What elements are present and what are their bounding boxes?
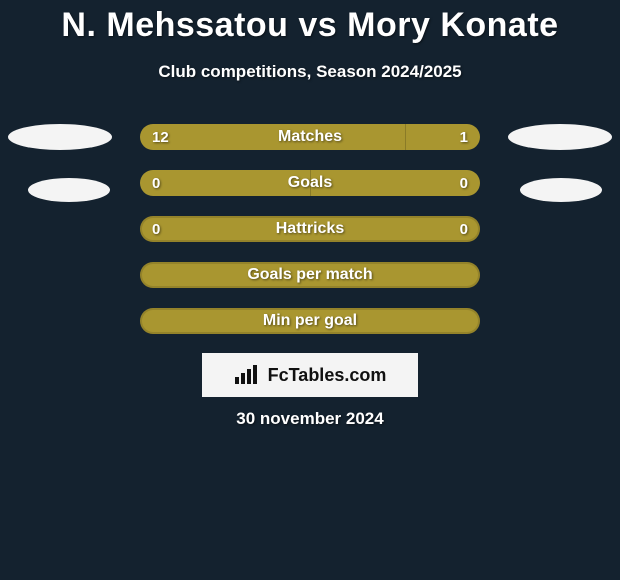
stat-bar-player2 [405, 124, 480, 150]
source-logo: FcTables.com [202, 353, 418, 397]
stat-bar-player1 [140, 170, 310, 196]
stat-label: Min per goal [140, 308, 480, 334]
player1-avatar-ellipse-top [8, 124, 112, 150]
stat-value-player2: 0 [460, 216, 468, 242]
bars-chart-icon [234, 365, 260, 385]
stat-value-player1: 0 [152, 216, 160, 242]
stat-row: Matches121 [140, 124, 480, 150]
stat-label: Hattricks [140, 216, 480, 242]
infographic-date: 30 november 2024 [0, 409, 620, 429]
source-logo-text: FcTables.com [268, 365, 387, 386]
comparison-bars: Matches121 Goals00 Hattricks0 0 Goals per ma… [140, 124, 480, 354]
stat-bar-player1 [140, 124, 405, 150]
player2-avatar-ellipse-bottom [520, 178, 602, 202]
page-subtitle: Club competitions, Season 2024/2025 [0, 62, 620, 82]
stat-row: Hattricks0 0 [140, 216, 480, 242]
stat-label: Goals per match [140, 262, 480, 288]
player1-avatar-ellipse-bottom [28, 178, 110, 202]
stat-bar-player2 [310, 170, 480, 196]
comparison-infographic: N. Mehssatou vs Mory Konate Club competi… [0, 0, 620, 580]
player2-avatar-ellipse-top [508, 124, 612, 150]
page-title: N. Mehssatou vs Mory Konate [0, 6, 620, 45]
stat-row: Goals00 [140, 170, 480, 196]
stat-row: Goals per match [140, 262, 480, 288]
stat-row: Min per goal [140, 308, 480, 334]
